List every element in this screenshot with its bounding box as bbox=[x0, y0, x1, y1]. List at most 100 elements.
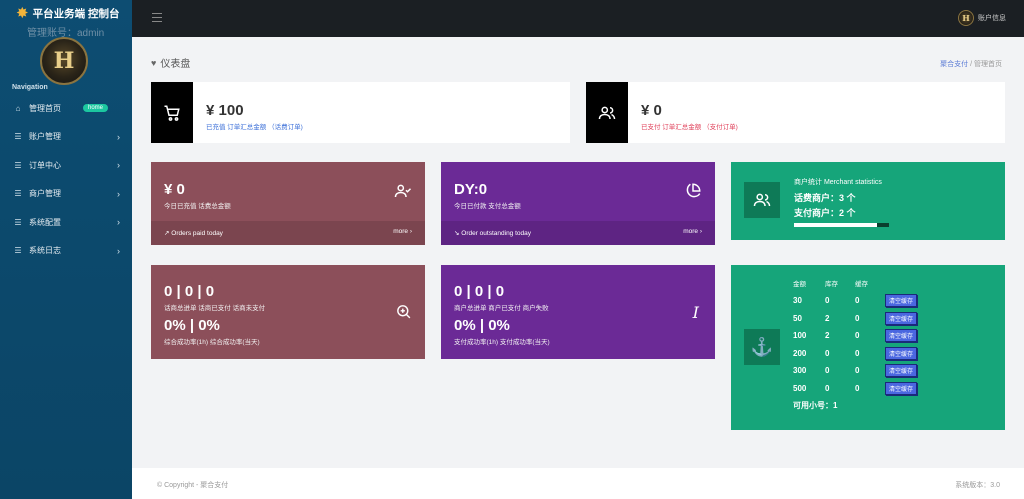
sidebar-item-orders[interactable]: ☰ 订单中心 › bbox=[0, 151, 132, 180]
recharge-counts: 0 | 0 | 0 bbox=[164, 283, 215, 300]
available-accounts: 可用小号：1 bbox=[793, 400, 838, 410]
merchant-stats-card: 商户统计 Merchant statistics 话费商户：3 个 支付商户：2… bbox=[731, 162, 1005, 240]
chevron-right-icon: › bbox=[117, 131, 120, 142]
merchant-progress-bar bbox=[794, 223, 889, 227]
breadcrumb: 聚合支付 / 管理首页 bbox=[940, 59, 1002, 69]
pay-rates-desc: 支付成功率(1h) 支付成功率(当天) bbox=[454, 339, 550, 346]
recharge-total-desc: 已充值 订单汇总金额 （话费订单) bbox=[206, 124, 303, 131]
copyright: © Copyright - 聚合支付 bbox=[157, 482, 229, 489]
recharge-total-card: ¥ 100 已充值 订单汇总金额 （话费订单) bbox=[151, 82, 570, 143]
cell-cache: 0 bbox=[855, 366, 860, 376]
topbar: H 账户信息 bbox=[132, 0, 1024, 37]
sidebar: ✸ 平台业务端 控制台 管理账号：admin H Navigation ⌂ 管理… bbox=[0, 0, 132, 499]
pay-counts: 0 | 0 | 0 bbox=[454, 283, 505, 300]
list-icon: ☰ bbox=[14, 217, 22, 227]
brand: ✸ 平台业务端 控制台 bbox=[0, 0, 132, 26]
list-icon: ☰ bbox=[14, 189, 22, 199]
clear-cache-button[interactable]: 清空缓存 bbox=[885, 346, 918, 360]
cell-amount: 300 bbox=[793, 366, 807, 376]
account-label: 账户信息 bbox=[978, 15, 1006, 22]
cell-amount: 100 bbox=[793, 331, 807, 341]
table-row: 50 2 0 清空缓存 bbox=[793, 310, 918, 328]
users-icon bbox=[586, 82, 628, 143]
trend-up-icon: ↗ bbox=[164, 230, 172, 237]
cell-cache: 0 bbox=[855, 331, 860, 341]
today-paid-desc: 今日已付款 支付总金额 bbox=[454, 203, 521, 210]
zoom-in-icon[interactable] bbox=[395, 303, 412, 323]
sidebar-item-label: 订单中心 bbox=[29, 160, 61, 170]
sidebar-nav: ⌂ 管理首页 home ☰ 账户管理 › ☰ 订单中心 › ☰ 商户管理 › ☰… bbox=[0, 94, 132, 265]
table-row: 500 0 0 清空缓存 bbox=[793, 380, 918, 398]
sidebar-item-merchants[interactable]: ☰ 商户管理 › bbox=[0, 180, 132, 209]
pie-chart-icon bbox=[684, 182, 702, 203]
list-icon: ☰ bbox=[14, 246, 22, 256]
page-title: ♥ 仪表盘 bbox=[151, 55, 190, 71]
cell-cache: 0 bbox=[855, 313, 860, 323]
clear-cache-button[interactable]: 清空缓存 bbox=[885, 311, 918, 325]
table-row: 100 2 0 清空缓存 bbox=[793, 327, 918, 345]
table-row: 300 0 0 清空缓存 bbox=[793, 362, 918, 380]
trend-down-icon: ↘ bbox=[454, 230, 462, 237]
pay-rates: 0% | 0% bbox=[454, 317, 510, 334]
recharge-counts-desc: 话商总进单 话商已支付 话商未支付 bbox=[164, 305, 266, 312]
merchant-progress-fill bbox=[794, 223, 877, 227]
stock-table-header: 金额 库存 缓存 bbox=[793, 278, 917, 292]
more-link[interactable]: more › bbox=[683, 228, 702, 235]
table-row: 200 0 0 清空缓存 bbox=[793, 345, 918, 363]
cell-amount: 200 bbox=[793, 348, 807, 358]
header-cache: 缓存 bbox=[855, 281, 868, 288]
cell-stock: 0 bbox=[825, 383, 830, 393]
clear-cache-button[interactable]: 清空缓存 bbox=[885, 381, 918, 395]
home-icon: ⌂ bbox=[15, 103, 21, 113]
text-cursor-icon: I bbox=[692, 303, 699, 322]
clear-cache-button[interactable]: 清空缓存 bbox=[885, 329, 918, 343]
today-recharge-foot-text: ↗ Orders paid today bbox=[164, 229, 223, 237]
more-link[interactable]: more › bbox=[393, 228, 412, 235]
sidebar-item-label: 系统配置 bbox=[29, 217, 61, 227]
pay-counts-desc: 商户总进单 商户已支付 商户失败 bbox=[454, 305, 549, 312]
anchor-icon: ⚓ bbox=[744, 329, 780, 365]
stock-card: ⚓ 金额 库存 缓存 30 0 0 清空缓存 50 2 0 清空缓存 100 2… bbox=[731, 265, 1005, 430]
clear-cache-button[interactable]: 清空缓存 bbox=[885, 364, 918, 378]
merchant-stats-title: 商户统计 Merchant statistics bbox=[794, 179, 882, 186]
cell-stock: 2 bbox=[825, 313, 830, 323]
cart-icon bbox=[151, 82, 193, 143]
breadcrumb-current: 管理首页 bbox=[974, 61, 1002, 68]
users-icon bbox=[744, 182, 780, 218]
sidebar-item-accounts[interactable]: ☰ 账户管理 › bbox=[0, 123, 132, 152]
recharge-total-amount: ¥ 100 bbox=[206, 102, 244, 119]
nav-title: Navigation bbox=[12, 84, 48, 91]
list-icon: ☰ bbox=[14, 160, 22, 170]
today-recharge-footer: ↗ Orders paid today more › bbox=[151, 221, 425, 245]
cell-amount: 500 bbox=[793, 383, 807, 393]
today-recharge-amount: ¥ 0 bbox=[164, 181, 185, 198]
sidebar-item-config[interactable]: ☰ 系统配置 › bbox=[0, 208, 132, 237]
paid-total-amount: ¥ 0 bbox=[641, 102, 662, 119]
heart-icon: ♥ bbox=[151, 57, 157, 68]
today-paid-footer: ↘ Order outstanding today more › bbox=[441, 221, 715, 245]
sidebar-item-label: 账户管理 bbox=[29, 132, 61, 142]
paid-total-desc: 已支付 订单汇总金额 （支付订单) bbox=[641, 124, 738, 131]
cell-cache: 0 bbox=[855, 296, 860, 306]
admin-label: 管理账号：admin bbox=[27, 28, 105, 39]
clear-cache-button[interactable]: 清空缓存 bbox=[885, 294, 918, 308]
today-paid-card: DY:0 今日已付款 支付总金额 ↘ Order outstanding tod… bbox=[441, 162, 715, 245]
system-version: 系统版本：3.0 bbox=[955, 482, 1000, 489]
list-icon: ☰ bbox=[14, 132, 22, 142]
menu-toggle-icon[interactable] bbox=[152, 13, 162, 22]
header-amount: 金额 bbox=[793, 281, 806, 288]
recharge-rates-desc: 综合成功率(1h) 综合成功率(当天) bbox=[164, 339, 260, 346]
avatar-letter: H bbox=[53, 48, 75, 74]
avatar[interactable]: H bbox=[40, 37, 88, 85]
header-stock: 库存 bbox=[825, 281, 838, 288]
breadcrumb-link[interactable]: 聚合支付 bbox=[940, 61, 969, 68]
recharge-rates: 0% | 0% bbox=[164, 317, 220, 334]
sidebar-item-home[interactable]: ⌂ 管理首页 home bbox=[0, 94, 132, 123]
sidebar-item-logs[interactable]: ☰ 系统日志 › bbox=[0, 237, 132, 266]
cell-stock: 2 bbox=[825, 331, 830, 341]
account-menu[interactable]: H 账户信息 bbox=[958, 10, 1006, 26]
breadcrumb-separator: / bbox=[970, 61, 974, 68]
cell-stock: 0 bbox=[825, 348, 830, 358]
sidebar-item-label: 系统日志 bbox=[29, 246, 61, 256]
cell-cache: 0 bbox=[855, 348, 860, 358]
